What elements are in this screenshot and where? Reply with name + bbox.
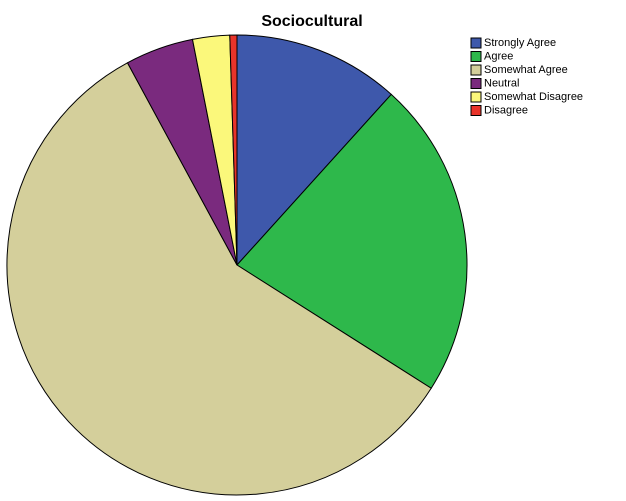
- legend-swatch: [470, 78, 482, 89]
- pie-slice: [236, 34, 392, 267]
- pie-slice: [6, 62, 432, 496]
- legend-label: Agree: [484, 50, 513, 62]
- chart-title: Sociocultural: [261, 13, 362, 30]
- pie-slice: [236, 93, 468, 389]
- legend-swatch: [470, 51, 482, 62]
- pie: [6, 34, 468, 496]
- legend-swatch: [470, 91, 482, 103]
- legend-label: Neutral: [484, 77, 519, 89]
- legend-label: Somewhat Agree: [484, 64, 568, 76]
- legend-label: Disagree: [484, 104, 528, 116]
- legend-swatch: [470, 37, 482, 49]
- legend-swatch: [470, 64, 482, 76]
- legend-swatch: [470, 105, 482, 116]
- legend-label: Strongly Agree: [484, 37, 556, 49]
- pie-slice: [229, 34, 238, 266]
- legend-label: Somewhat Disagree: [484, 91, 583, 103]
